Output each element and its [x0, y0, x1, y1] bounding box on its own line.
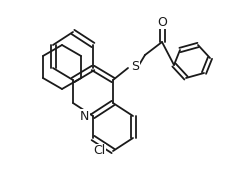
Text: S: S — [131, 60, 139, 73]
Text: N: N — [80, 110, 89, 122]
Text: Cl: Cl — [93, 144, 105, 157]
Text: O: O — [157, 16, 167, 28]
